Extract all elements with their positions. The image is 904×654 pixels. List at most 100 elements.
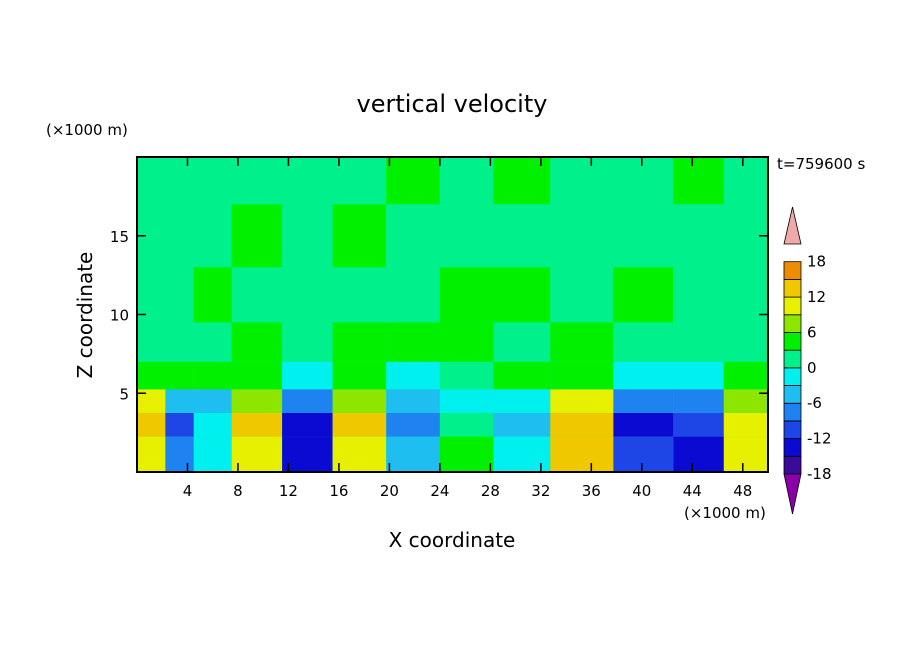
heatmap-cell [439,389,494,413]
heatmap-cell [550,361,614,390]
heatmap-cell [165,204,194,268]
heatmap-cell [231,204,283,268]
heatmap-cell [439,412,494,437]
heatmap-cell [673,389,724,413]
colorbar-segment [783,367,802,386]
heatmap-cell [165,436,194,472]
heatmap-cell [332,412,387,437]
y-unit-label: (×1000 m) [46,121,128,139]
colorbar-tick-label: 18 [807,253,826,271]
colorbar-tick-label: 12 [807,288,826,306]
colorbar-segment [783,402,802,422]
heatmap-cell [231,361,283,390]
heatmap-cell [493,412,551,437]
heatmap-cell [723,412,768,437]
heatmap-cell [282,436,333,472]
colorbar-tick-label: -12 [807,430,832,448]
colorbar-tick-label: -18 [807,465,832,483]
heatmap-cell [193,322,232,362]
heatmap-cell [137,412,166,437]
colorbar-segment [783,420,802,440]
x-axis-label: X coordinate [389,528,516,552]
heatmap-cell [165,412,194,437]
heatmap-cell [613,436,674,472]
heatmap-cell [723,157,768,205]
plot-area [136,156,769,473]
heatmap-cell [137,389,166,413]
heatmap-cell [723,322,768,362]
colorbar-segment [783,385,802,404]
heatmap-cell [673,322,724,362]
heatmap-cell [231,389,283,413]
heatmap-cell [282,267,333,323]
heatmap-cell [231,157,283,205]
heatmap-cell [282,412,333,437]
heatmap-cell [165,267,194,323]
heatmap-cell [137,436,166,472]
x-axis-ticks: 4 8 12 16 20 24 28 32 36 40 44 48 [183,157,752,500]
heatmap-cell [439,436,494,472]
heatmap-cell [613,412,674,437]
colorbar-segment [783,278,802,298]
heatmap-cell [386,204,440,268]
x-unit-label: (×1000 m) [684,504,766,522]
heatmap-cell [723,436,768,472]
heatmap-cell [439,267,494,323]
heatmap-cell [550,436,614,472]
heatmap-cell [282,204,333,268]
heatmap-cell [386,436,440,472]
heatmap-cell [282,389,333,413]
heatmap-cell [439,157,494,205]
heatmap-cell [673,361,724,390]
x-tick-label: 28 [481,482,500,500]
heatmap-cell [165,361,194,390]
heatmap-cell [231,412,283,437]
heatmap-cell [550,322,614,362]
heatmap-cell [231,267,283,323]
heatmap-cell [193,361,232,390]
heatmap-cell [673,157,724,205]
y-axis-label: Z coordinate [73,252,97,379]
heatmap-cell [386,267,440,323]
colorbar-under-triangle [783,473,802,515]
colorbar-segment [783,455,802,475]
heatmap-cell [673,412,724,437]
chart-title: vertical velocity [357,90,548,118]
x-tick-label: 16 [329,482,348,500]
colorbar-segment [783,296,802,316]
heatmap-cell [493,322,551,362]
heatmap-cell [673,204,724,268]
x-tick-label: 36 [582,482,601,500]
x-tick-label: 48 [733,482,752,500]
y-tick-label: 10 [110,307,129,325]
heatmap-cell [723,267,768,323]
colorbar: 18 12 6 0 -6 -12 -18 [783,206,832,515]
heatmap-cell [193,436,232,472]
y-axis-ticks: 5 10 15 [110,228,768,403]
heatmap-cell [673,267,724,323]
heatmap-cell [550,389,614,413]
heatmap-cell [165,322,194,362]
heatmap-cell [613,389,674,413]
heatmap-cell [550,204,614,268]
y-tick-label: 15 [110,228,129,246]
colorbar-tick-label: -6 [807,394,822,412]
heatmap-cell [137,322,166,362]
heatmap-cell [231,436,283,472]
colorbar-tick-label: 6 [807,323,817,341]
heatmap-cell [193,267,232,323]
x-tick-label: 12 [279,482,298,500]
heatmap-cell [439,204,494,268]
heatmap-cell [137,267,166,323]
heatmap-cell [386,389,440,413]
colorbar-segment [783,261,802,280]
heatmap-cell [282,361,333,390]
heatmap-cell [332,389,387,413]
heatmap-cell [550,267,614,323]
heatmap-cell [439,322,494,362]
heatmap-cell [332,267,387,323]
heatmap-cell [332,436,387,472]
heatmap-cell [493,267,551,323]
heatmap-cell [673,436,724,472]
heatmap-cell [332,322,387,362]
